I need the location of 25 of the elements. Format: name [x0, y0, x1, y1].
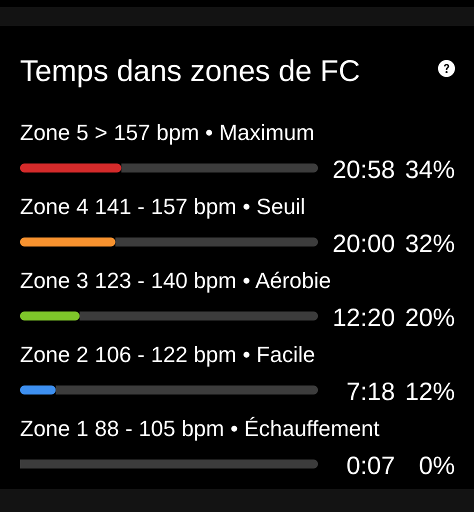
text: 20:00: [332, 230, 395, 258]
data-label: 20%: [404, 304, 455, 332]
bar: [56, 385, 318, 394]
y-tick-label: Zone 1 88 - 105 bpm • Échauffement: [20, 416, 380, 442]
data-label: 12%: [404, 378, 455, 406]
y-tick-label: Zone 4 141 - 157 bpm • Seuil: [20, 194, 306, 220]
bar: [20, 163, 122, 172]
text: 0:07: [346, 452, 395, 480]
bar: [20, 311, 80, 320]
bar: [20, 385, 56, 394]
data-label: 32%: [404, 230, 455, 258]
chart-title: Temps dans zones de FC: [20, 55, 360, 88]
bar: [121, 163, 318, 172]
text: 7:18: [346, 378, 395, 406]
data-label: 34%: [404, 156, 455, 184]
text: 12:20: [332, 304, 395, 332]
bar: [115, 237, 318, 246]
bar: [20, 459, 318, 468]
y-tick-label: Zone 2 106 - 122 bpm • Facile: [20, 342, 316, 368]
text: 20:58: [332, 156, 395, 184]
bar: [80, 311, 318, 320]
y-tick-label: Zone 3 123 - 140 bpm • Aérobie: [20, 268, 332, 294]
y-tick-label: Zone 5 > 157 bpm • Maximum: [20, 120, 314, 146]
data-label: 0%: [418, 452, 455, 480]
bar: [20, 237, 116, 246]
